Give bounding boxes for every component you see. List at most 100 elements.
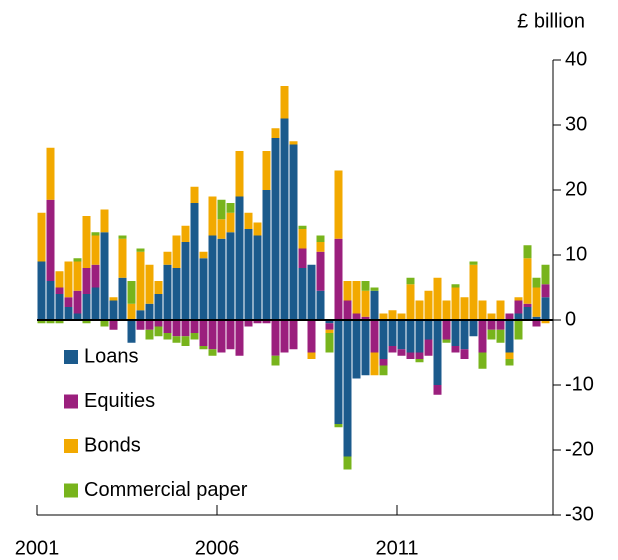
bar-segment (190, 203, 199, 320)
bar-segment (505, 313, 514, 320)
bar-segment (244, 320, 253, 327)
bar-segment (523, 245, 532, 259)
bar-segment (370, 320, 379, 353)
bar-segment (226, 232, 235, 320)
bar-segment (478, 352, 487, 369)
bar-segment (487, 320, 496, 330)
bar-segment (343, 300, 352, 320)
bar-segment (91, 235, 100, 265)
bar-segment (37, 212, 46, 262)
bar-segment (118, 235, 127, 239)
bar-segment (163, 320, 172, 333)
bar-segment (325, 323, 334, 330)
legend-swatch (64, 439, 78, 453)
bar-segment (397, 349, 406, 356)
bar-segment (343, 320, 352, 457)
bar-segment (199, 346, 208, 350)
bar-segment (181, 225, 190, 242)
bar-segment (154, 294, 163, 320)
bar-segment (307, 320, 316, 353)
bar-segment (109, 320, 118, 330)
bar-segment (64, 261, 73, 298)
y-tick-label: 20 (565, 178, 587, 200)
bar-segment (118, 238, 127, 278)
bar-segment (172, 268, 181, 320)
bar-segment (280, 118, 289, 320)
bar-segment (298, 248, 307, 268)
bar-segment (163, 264, 172, 320)
bar-segment (199, 320, 208, 346)
bar-segment (496, 300, 505, 320)
bar-segment (316, 242, 325, 252)
bar-segment (514, 300, 523, 314)
bar-segment (73, 313, 82, 320)
bar-segment (127, 320, 136, 343)
bar-segment (460, 297, 469, 320)
bar-segment (217, 320, 226, 353)
legend-label: Commercial paper (84, 479, 248, 501)
bar-segment (154, 326, 163, 337)
bar-segment (289, 320, 298, 350)
bar-segment (262, 151, 271, 190)
bar-segment (199, 258, 208, 320)
bar-segment (460, 320, 469, 350)
bar-segment (199, 251, 208, 259)
bar-segment (514, 320, 523, 340)
bar-segment (505, 359, 514, 366)
bar-segment (46, 199, 55, 281)
bar-segment (91, 232, 100, 236)
bar-segment (235, 151, 244, 197)
bar-segment (145, 329, 154, 340)
bar-segment (316, 235, 325, 242)
bar-segment (541, 284, 550, 298)
bar-segment (181, 242, 190, 320)
bar-segment (253, 235, 262, 320)
bar-segment (379, 313, 388, 320)
bar-segment (541, 297, 550, 320)
legend-swatch (64, 350, 78, 364)
bar-segment (253, 222, 262, 236)
bar-segment (64, 307, 73, 320)
bar-segment (145, 264, 154, 304)
bar-segment (334, 238, 343, 320)
bar-segment (145, 320, 154, 330)
bar-segment (451, 284, 460, 288)
bar-segment (415, 320, 424, 353)
bar-segment (217, 199, 226, 220)
bar-segment (532, 277, 541, 288)
bar-segment (334, 170, 343, 239)
bar-segment (442, 339, 451, 343)
y-tick-label: -10 (565, 373, 594, 395)
bar-segment (406, 284, 415, 320)
bar-segment (451, 287, 460, 320)
bar-segment (379, 365, 388, 376)
bar-segment (469, 320, 478, 337)
bar-segment (361, 316, 370, 320)
bar-segment (523, 303, 532, 307)
bar-segment (262, 320, 271, 324)
bar-segment (82, 320, 91, 324)
bar-segment (73, 261, 82, 291)
bar-segment (289, 144, 298, 320)
legend-swatch (64, 483, 78, 498)
bar-segment (46, 147, 55, 200)
bar-segment (514, 313, 523, 320)
bar-segment (352, 320, 361, 379)
bar-segment (136, 310, 145, 320)
bar-segment (190, 320, 199, 333)
bar-segment (181, 320, 190, 337)
bar-segment (532, 287, 541, 317)
bar-segment (406, 277, 415, 285)
bar-segment (190, 186, 199, 203)
bar-segment (82, 216, 91, 268)
y-unit-label: £ billion (517, 10, 585, 32)
bar-segment (235, 196, 244, 320)
bar-segment (172, 235, 181, 268)
y-tick-label: 0 (565, 308, 576, 330)
bar-segment (280, 86, 289, 119)
bar-segment (298, 268, 307, 320)
bar-segment (496, 320, 505, 330)
bar-segment (397, 313, 406, 320)
bar-segment (100, 232, 109, 320)
bar-segment (496, 329, 505, 343)
